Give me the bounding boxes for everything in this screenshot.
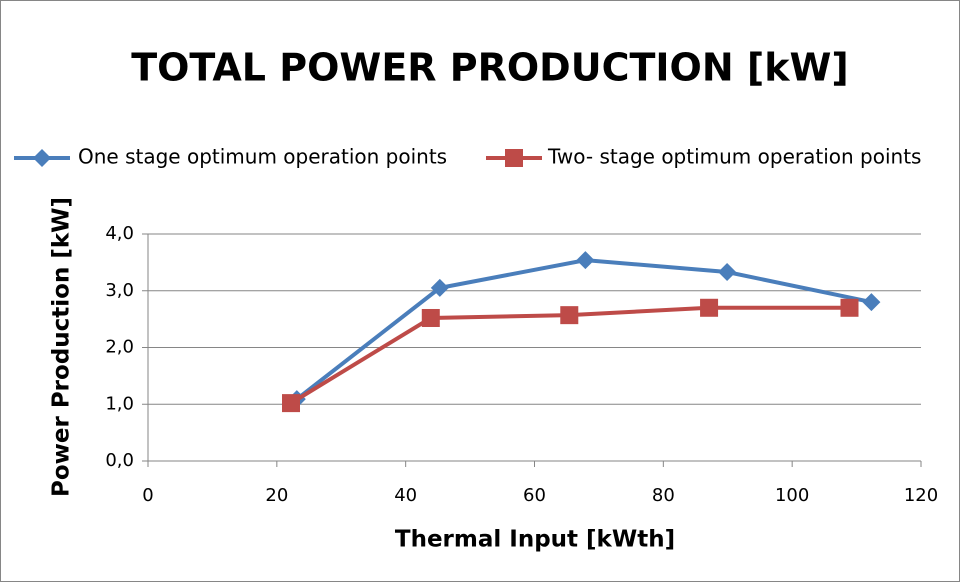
point [718,263,737,282]
y-axis-label: Power Production [kW] [49,197,75,497]
y-tick-label: 4,0 [105,223,134,244]
legend-marker [505,149,523,167]
x-tick-label: 80 [652,485,675,506]
x-tick-label: 60 [523,485,546,506]
y-tick-label: 3,0 [105,280,134,301]
x-tick-label: 20 [265,485,288,506]
chart-title: TOTAL POWER PRODUCTION [kW] [131,46,849,90]
point [421,308,440,327]
y-tick-label: 1,0 [105,393,134,414]
legend: One stage optimum operation points Two- … [14,145,921,169]
legend-marker [33,149,51,167]
point [282,394,301,413]
point [862,293,881,312]
point [430,278,449,297]
legend-label: One stage optimum operation points [78,145,447,169]
x-axis-label: Thermal Input [kWth] [395,527,675,553]
x-tick-label: 100 [775,485,809,506]
x-tick-label: 40 [394,485,417,506]
point [576,251,595,270]
x-tick-label: 0 [142,485,153,506]
point [560,306,579,325]
x-tick-label: 120 [904,485,938,506]
y-tick-label: 2,0 [105,337,134,358]
y-tick-label: 0,0 [105,450,134,471]
legend-label: Two- stage optimum operation points [547,145,921,169]
point [700,298,719,317]
point [840,298,859,317]
